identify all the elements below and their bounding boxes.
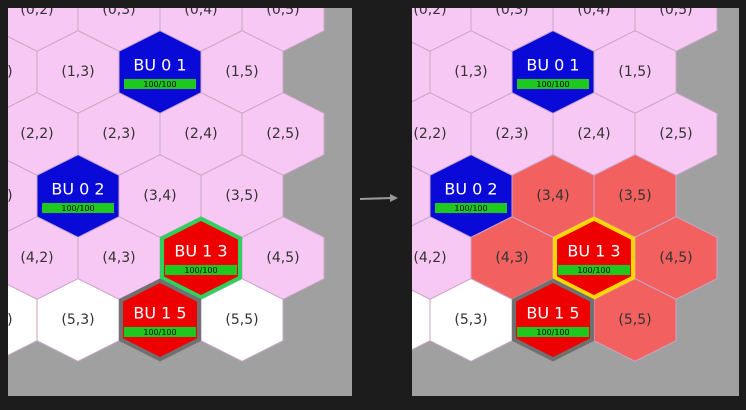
cell-label: (0,4) xyxy=(184,2,217,18)
cell-label: (2,3) xyxy=(102,126,135,142)
grid-after: (0,2) (0,3) (0,4) (0,5) (1,2) (1,3) (1,5) (2,2)… xyxy=(372,2,718,362)
cell-label: (5,3) xyxy=(61,312,94,328)
hp-bar xyxy=(124,327,196,337)
hp-bar xyxy=(124,79,196,89)
cell-label: (1,3) xyxy=(454,64,487,80)
cell-label: (5,5) xyxy=(618,312,651,328)
cell-label: (3,2) xyxy=(0,188,13,204)
unit-hex xyxy=(553,216,635,300)
cell-label: (4,2) xyxy=(413,250,446,266)
hp-bar xyxy=(558,265,630,275)
unit-hex xyxy=(512,278,594,362)
cell-label: (4,3) xyxy=(495,250,528,266)
arrow xyxy=(359,194,398,202)
cell-label: (3,2) xyxy=(372,188,405,204)
cell-label: (1,3) xyxy=(61,64,94,80)
unit-hex xyxy=(118,30,202,114)
cell-label: (3,5) xyxy=(618,188,651,204)
cell-label: (3,4) xyxy=(536,188,569,204)
cell-label: (5,3) xyxy=(454,312,487,328)
unit-hex xyxy=(36,154,120,238)
hp-bar xyxy=(165,265,237,275)
hex-cell xyxy=(36,278,120,362)
unit-name: BU 0 2 xyxy=(51,180,104,199)
unit-name: BU 0 1 xyxy=(133,56,186,75)
cell-label: (2,5) xyxy=(266,126,299,142)
cell-label: (1,5) xyxy=(618,64,651,80)
cell-label: (2,2) xyxy=(413,126,446,142)
cell-label: (2,3) xyxy=(495,126,528,142)
hp-text: 100/100 xyxy=(536,80,569,89)
cell-label: (1,5) xyxy=(225,64,258,80)
cell-label: (0,3) xyxy=(495,2,528,18)
unit-name: BU 1 5 xyxy=(526,304,579,323)
cell-label: (2,4) xyxy=(184,126,217,142)
cell-label: (2,4) xyxy=(577,126,610,142)
cell-label: (2,2) xyxy=(20,126,53,142)
cell-label: (5,2) xyxy=(372,312,405,328)
cell-label: (4,2) xyxy=(20,250,53,266)
cell-label: (4,3) xyxy=(102,250,135,266)
unit-hex xyxy=(160,216,242,300)
cell-label: (0,2) xyxy=(413,2,446,18)
hp-bar xyxy=(435,203,507,213)
cell-label: (0,5) xyxy=(266,2,299,18)
cell-label: (5,5) xyxy=(225,312,258,328)
cell-label: (4,5) xyxy=(266,250,299,266)
cell-label: (0,3) xyxy=(102,2,135,18)
hp-text: 100/100 xyxy=(184,266,217,275)
unit-name: BU 1 5 xyxy=(133,304,186,323)
cell-label: (1,2) xyxy=(0,64,13,80)
cell-label: (3,4) xyxy=(143,188,176,204)
hp-text: 100/100 xyxy=(454,204,487,213)
unit-name: BU 1 3 xyxy=(174,242,227,261)
hp-text: 100/100 xyxy=(61,204,94,213)
hp-text: 100/100 xyxy=(143,328,176,337)
hp-text: 100/100 xyxy=(143,80,176,89)
unit-hex xyxy=(511,30,595,114)
cell-label: (0,4) xyxy=(577,2,610,18)
hex-cell xyxy=(429,278,513,362)
hp-bar xyxy=(517,327,589,337)
cell-label: (3,5) xyxy=(225,188,258,204)
cell-label: (0,5) xyxy=(659,2,692,18)
unit-hex xyxy=(119,278,201,362)
hp-text: 100/100 xyxy=(577,266,610,275)
grid-before: (0,2) (0,3) (0,4) (0,5) (1,2) (1,3) (1,5) (2,2)… xyxy=(0,2,325,362)
unit-name: BU 1 3 xyxy=(567,242,620,261)
hp-bar xyxy=(517,79,589,89)
hp-bar xyxy=(42,203,114,213)
unit-name: BU 0 1 xyxy=(526,56,579,75)
unit-name: BU 0 2 xyxy=(444,180,497,199)
cell-label: (4,5) xyxy=(659,250,692,266)
cell-label: (2,5) xyxy=(659,126,692,142)
cell-label: (0,2) xyxy=(20,2,53,18)
cell-label: (5,2) xyxy=(0,312,13,328)
unit-hex xyxy=(429,154,513,238)
cell-label: (1,2) xyxy=(372,64,405,80)
hp-text: 100/100 xyxy=(536,328,569,337)
